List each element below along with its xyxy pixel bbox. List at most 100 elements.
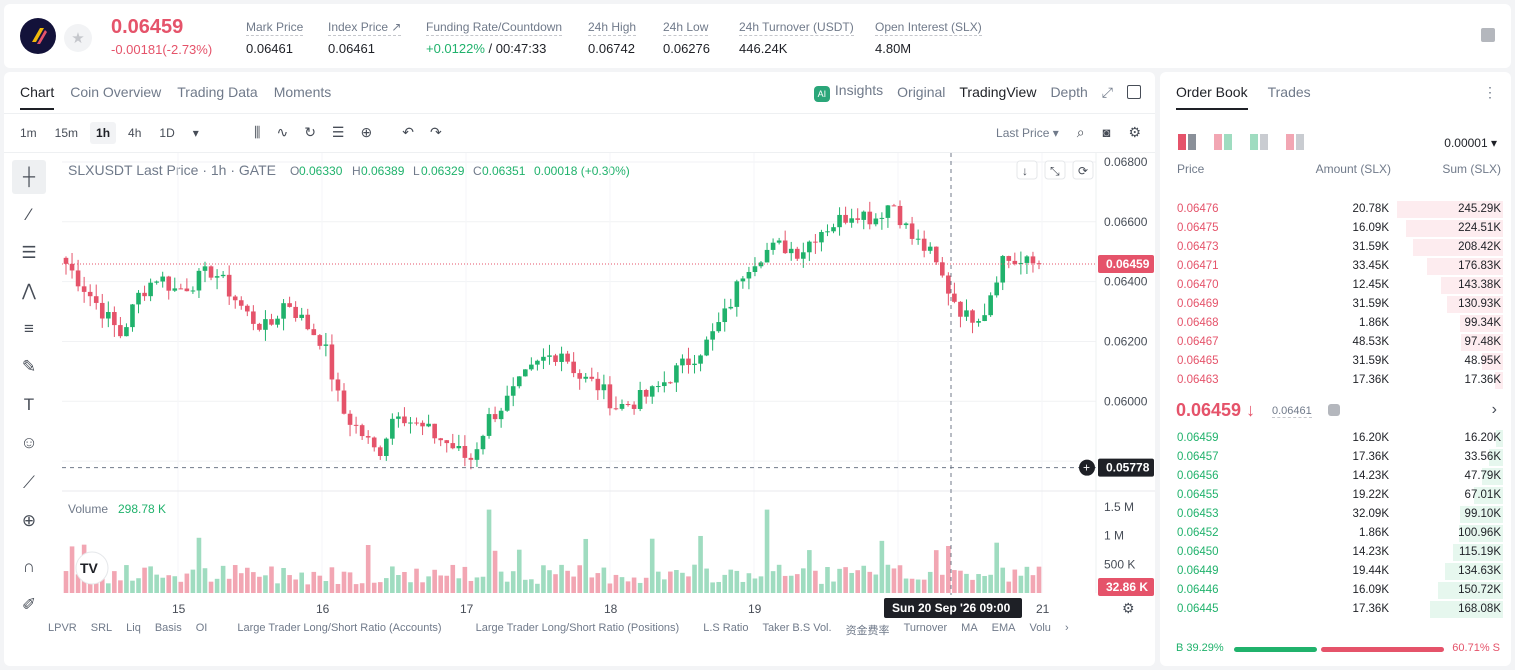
bid-row[interactable]: 0.06450 14.23K 115.19K: [1160, 543, 1511, 562]
tab-trading-data[interactable]: Trading Data: [177, 84, 258, 100]
price-type-select[interactable]: Last Price ▾: [996, 125, 1059, 140]
pencil-lock-tool-icon[interactable]: ✐: [21, 595, 37, 614]
view-bids-icon[interactable]: [1250, 134, 1268, 150]
indicator-oi[interactable]: OI: [195, 622, 208, 634]
ask-row[interactable]: 0.06475 16.09K 224.51K: [1160, 219, 1511, 238]
view-both-icon[interactable]: [1178, 134, 1196, 150]
tab-trades[interactable]: Trades: [1267, 84, 1311, 100]
refresh-icon[interactable]: ↻: [304, 124, 316, 140]
indicator-ls-positions[interactable]: Large Trader Long/Short Ratio (Positions…: [475, 622, 680, 634]
tab-moments[interactable]: Moments: [273, 84, 332, 100]
ask-row[interactable]: 0.06463 17.36K 17.36K: [1160, 371, 1511, 390]
gear-icon[interactable]: ⚙: [1128, 124, 1141, 140]
candle-body: [450, 443, 456, 449]
redo-icon[interactable]: ↷: [429, 124, 442, 140]
bid-row[interactable]: 0.06445 17.36K 168.08K: [1160, 600, 1511, 619]
header-amount: Amount (SLX): [1315, 162, 1391, 176]
ask-row[interactable]: 0.06465 31.59K 48.95K: [1160, 352, 1511, 371]
candle-body: [686, 358, 691, 366]
volume-bar: [958, 570, 963, 593]
ask-row[interactable]: 0.06468 1.86K 99.34K: [1160, 314, 1511, 333]
bid-row[interactable]: 0.06453 32.09K 99.10K: [1160, 505, 1511, 524]
search-icon[interactable]: ⌕: [1076, 124, 1085, 140]
tab-tradingview[interactable]: TradingView: [959, 84, 1037, 100]
indicator-volu[interactable]: Volu: [1029, 622, 1051, 634]
volume-bar: [879, 540, 885, 593]
indicator-srl[interactable]: SRL: [90, 622, 113, 634]
chevron-down-icon[interactable]: ▾: [192, 126, 199, 140]
favorite-star-icon[interactable]: ★: [64, 24, 92, 52]
ask-row[interactable]: 0.06469 31.59K 130.93K: [1160, 295, 1511, 314]
settings-list-icon[interactable]: ☰: [331, 124, 345, 140]
indicator-funding[interactable]: 资金费率: [845, 625, 890, 637]
chevron-right-icon[interactable]: ›: [1491, 401, 1497, 418]
zoom-in-tool-icon[interactable]: ⊕: [21, 511, 37, 530]
view-asks-icon[interactable]: [1286, 134, 1304, 150]
brush-tool-icon[interactable]: ✎: [21, 357, 37, 376]
stat-index-price[interactable]: Index Price ↗ 0.06461: [328, 20, 402, 56]
bid-row[interactable]: 0.06456 14.23K 47.79K: [1160, 467, 1511, 486]
ruler-tool-icon[interactable]: ⟋: [23, 473, 35, 492]
candle-body: [837, 214, 842, 228]
ask-row[interactable]: 0.06470 12.45K 143.38K: [1160, 276, 1511, 295]
text-tool-icon[interactable]: T: [23, 395, 35, 414]
add-indicator-icon[interactable]: ⊕: [360, 124, 373, 140]
undo-icon[interactable]: ↶: [402, 124, 414, 140]
indicator-ls-ratio[interactable]: L.S Ratio: [703, 622, 749, 634]
indicator-taker-vol[interactable]: Taker B.S Vol.: [762, 622, 832, 634]
tab-chart[interactable]: Chart: [20, 84, 55, 110]
indicator-lpvr[interactable]: LPVR: [48, 622, 77, 634]
magnet-tool-icon[interactable]: ∩: [22, 557, 36, 576]
trendline-tool-icon[interactable]: ⁄: [27, 205, 31, 224]
timeframe-1h[interactable]: 1h: [90, 122, 117, 144]
indicators-icon[interactable]: ∿: [276, 124, 289, 140]
timeframe-4h[interactable]: 4h: [128, 126, 142, 140]
emoji-tool-icon[interactable]: ☺: [20, 433, 38, 452]
indicator-basis[interactable]: Basis: [154, 622, 182, 634]
tab-depth[interactable]: Depth: [1050, 84, 1088, 100]
bid-row[interactable]: 0.06446 16.09K 150.72K: [1160, 581, 1511, 600]
volume-bar: [547, 570, 552, 593]
candle-body: [970, 310, 975, 323]
tab-order-book[interactable]: Order Book: [1176, 84, 1248, 110]
indicator-liq[interactable]: Liq: [126, 622, 141, 634]
ask-row[interactable]: 0.06471 33.45K 176.83K: [1160, 257, 1511, 276]
camera-icon[interactable]: ◙: [1102, 125, 1111, 140]
volume-bar: [831, 581, 836, 593]
timeframe-15m[interactable]: 15m: [54, 126, 79, 140]
volume-bar: [825, 567, 830, 593]
indicator-turnover[interactable]: Turnover: [903, 622, 948, 634]
bid-row[interactable]: 0.06455 19.22K 67.01K: [1160, 486, 1511, 505]
crosshair-tool-icon[interactable]: ┼: [12, 160, 46, 194]
bid-row[interactable]: 0.06457 17.36K 33.56K: [1160, 448, 1511, 467]
expand-icon[interactable]: ⤢: [1101, 83, 1113, 100]
indicator-ema[interactable]: EMA: [991, 622, 1016, 634]
ask-row[interactable]: 0.06467 48.53K 97.48K: [1160, 333, 1511, 352]
ask-row[interactable]: 0.06476 20.78K 245.29K: [1160, 200, 1511, 219]
precision-select[interactable]: 0.00001 ▾: [1444, 136, 1497, 150]
bid-row[interactable]: 0.06452 1.86K 100.96K: [1160, 524, 1511, 543]
fib-tool-icon[interactable]: ≡: [24, 319, 34, 338]
guide-book-icon[interactable]: [1481, 28, 1495, 42]
tab-original[interactable]: Original: [897, 84, 946, 100]
bid-row[interactable]: 0.06449 19.44K 134.63K: [1160, 562, 1511, 581]
bid-row[interactable]: 0.06459 16.20K 16.20K: [1160, 429, 1511, 448]
pattern-tool-icon[interactable]: ⋀: [22, 281, 36, 300]
more-menu-icon[interactable]: ⋮: [1483, 84, 1497, 100]
ask-row[interactable]: 0.06473 31.59K 208.42K: [1160, 238, 1511, 257]
timeframe-1m[interactable]: 1m: [20, 126, 37, 140]
horizontal-lines-tool-icon[interactable]: ☰: [21, 243, 37, 262]
window-icon[interactable]: [1127, 85, 1141, 99]
candle-body: [226, 274, 232, 297]
volume-bar: [293, 579, 298, 593]
volume-axis-label: 1.5 M: [1104, 500, 1134, 514]
timeframe-1d[interactable]: 1D: [159, 126, 175, 140]
price-chart[interactable]: SLXUSDT Last Price · 1h · GATE O 0.06330…: [4, 153, 1155, 633]
indicator-ls-accounts[interactable]: Large Trader Long/Short Ratio (Accounts): [237, 622, 442, 634]
candle-type-icon[interactable]: ⫼: [254, 124, 261, 140]
indicator-ma[interactable]: MA: [961, 622, 978, 634]
view-split-icon[interactable]: [1214, 134, 1232, 150]
chevron-right-icon[interactable]: ›: [1064, 622, 1069, 634]
tab-coin-overview[interactable]: Coin Overview: [70, 84, 162, 100]
tab-insights[interactable]: AI Insights: [813, 82, 883, 102]
